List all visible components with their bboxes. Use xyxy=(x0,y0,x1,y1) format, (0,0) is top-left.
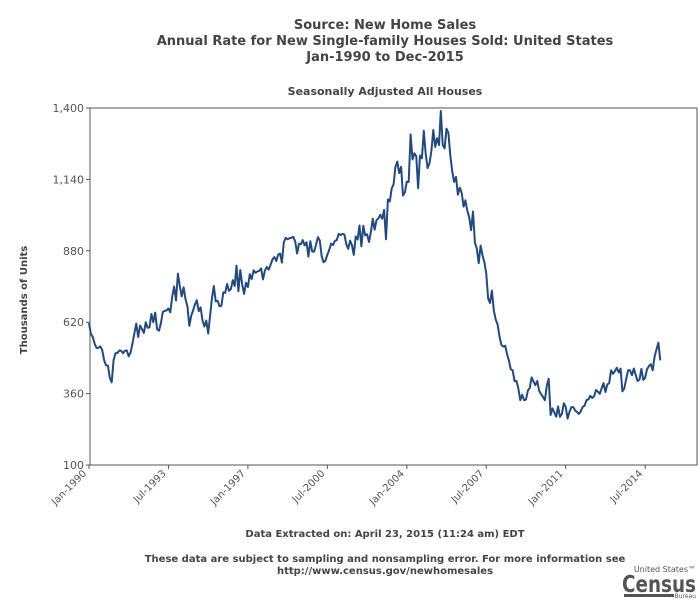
svg-text:United States™: United States™ xyxy=(634,565,696,574)
census-bureau-logo: United States™ Census Bureau xyxy=(622,565,697,598)
x-tick-label: Jan-2011 xyxy=(526,468,566,508)
y-tick-label: 1,140 xyxy=(53,173,85,186)
data-points xyxy=(89,111,660,419)
y-axis-label: Thousands of Units xyxy=(19,246,30,354)
chart-title: Annual Rate for New Single-family Houses… xyxy=(156,34,614,49)
svg-text:Bureau: Bureau xyxy=(675,593,697,598)
y-tick-label: 880 xyxy=(63,245,84,258)
plot-area xyxy=(89,107,698,466)
series-line xyxy=(88,110,662,420)
sampling-error-note: These data are subject to sampling and n… xyxy=(144,554,626,565)
x-tick-label: Jul-1993 xyxy=(131,468,169,506)
y-tick-label: 360 xyxy=(63,388,84,401)
x-tick-label: Jul-2007 xyxy=(449,468,487,506)
x-tick-label: Jan-1990 xyxy=(49,468,89,508)
x-tick-label: Jul-2014 xyxy=(608,468,646,506)
y-tick-label: 100 xyxy=(63,459,84,472)
svg-text:Census: Census xyxy=(622,572,696,598)
x-tick-label: Jan-2004 xyxy=(367,468,407,508)
data-extracted-note: Data Extracted on: April 23, 2015 (11:24… xyxy=(245,529,525,540)
y-axis: 100 360 620 880 1,140 1,400 xyxy=(53,102,90,472)
census-link[interactable]: http://www.census.gov/newhomesales xyxy=(276,566,494,577)
chart-date-range: Jan-1990 to Dec-2015 xyxy=(306,50,464,65)
chart-subtitle: Seasonally Adjusted All Houses xyxy=(287,85,483,98)
y-tick-label: 620 xyxy=(63,316,84,329)
x-axis: Jan-1990 Jul-1993 Jan-1997 Jul-2000 Jan-2004… xyxy=(49,465,646,508)
y-tick-label: 1,400 xyxy=(53,102,85,115)
x-tick-label: Jan-1997 xyxy=(208,468,248,508)
chart-title-source: Source: New Home Sales xyxy=(293,18,477,33)
x-tick-label: Jul-2000 xyxy=(290,468,328,506)
